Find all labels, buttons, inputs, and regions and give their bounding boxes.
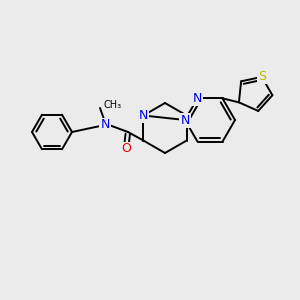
Text: CH₃: CH₃ [104,100,122,110]
Text: N: N [139,109,148,122]
Text: N: N [193,92,202,105]
Text: S: S [258,70,266,83]
Text: N: N [180,113,190,127]
Text: N: N [100,118,110,131]
Text: O: O [121,142,131,155]
